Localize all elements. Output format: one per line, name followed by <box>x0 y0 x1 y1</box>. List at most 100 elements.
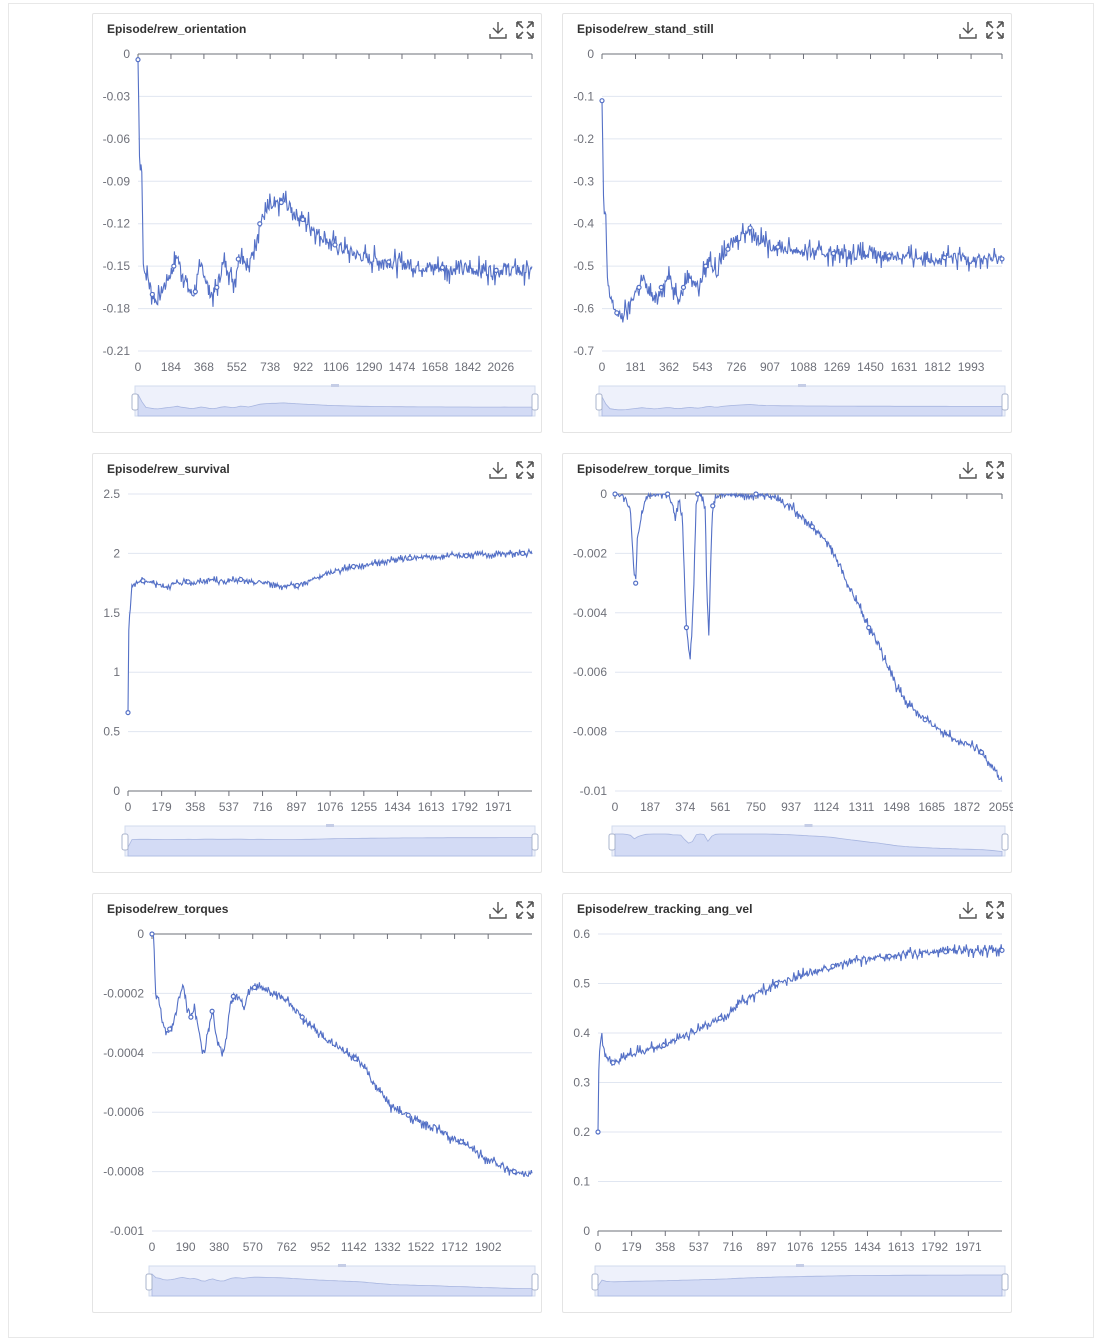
y-tick-label: -0.03 <box>103 89 131 103</box>
y-tick-label: -0.2 <box>573 132 594 146</box>
data-point <box>680 284 687 290</box>
data-point <box>251 984 258 991</box>
zoom-handle-left[interactable] <box>145 1273 153 1291</box>
x-tick-label: 0 <box>599 360 606 374</box>
y-tick-label: -0.0004 <box>103 1046 144 1060</box>
x-tick-label: 1522 <box>408 1240 435 1254</box>
y-tick-label: -0.09 <box>103 174 131 188</box>
data-point <box>125 709 131 716</box>
data-point <box>405 1112 411 1118</box>
x-tick-label: 0 <box>595 1240 602 1254</box>
data-point <box>188 1014 194 1020</box>
chart-card-torque-limits: Episode/rew_torque_limits 0 -0.002 -0.004 -… <box>562 453 1013 873</box>
x-tick-label: 368 <box>194 360 214 374</box>
x-tick-label: 1792 <box>451 800 478 814</box>
x-tick-label: 952 <box>310 1240 330 1254</box>
x-tick-label: 2059 <box>989 800 1013 814</box>
data-point <box>683 625 690 631</box>
zoom-handle-right[interactable] <box>531 1273 539 1291</box>
data-point <box>140 578 146 584</box>
data-point <box>332 242 338 248</box>
x-tick-label: 1498 <box>883 800 910 814</box>
zoom-handle-right[interactable] <box>531 833 539 851</box>
zoom-handle-left[interactable] <box>131 393 139 411</box>
fullscreen-icon[interactable] <box>984 19 1006 41</box>
fullscreen-icon[interactable] <box>984 459 1006 481</box>
x-tick-label: 1290 <box>356 360 383 374</box>
data-point <box>167 1026 173 1032</box>
data-point <box>886 953 892 959</box>
x-tick-label: 1088 <box>790 360 817 374</box>
data-point <box>830 250 837 257</box>
download-icon[interactable] <box>957 459 979 481</box>
x-tick-label: 937 <box>781 800 801 814</box>
download-icon[interactable] <box>487 19 509 41</box>
data-point <box>439 264 446 271</box>
zoom-handle-right[interactable] <box>1001 1273 1009 1291</box>
chart-card-orientation: Episode/rew_orientation 0 -0.03 -0.06 -0.09… <box>92 13 542 433</box>
x-tick-label: 187 <box>640 800 660 814</box>
x-tick-label: 179 <box>622 1240 642 1254</box>
zoom-preview <box>151 1273 533 1297</box>
chart-title: Episode/rew_tracking_ang_vel <box>577 902 753 916</box>
x-tick-label: 0 <box>125 800 132 814</box>
fullscreen-icon[interactable] <box>984 899 1006 921</box>
zoom-handle-left[interactable] <box>608 833 616 851</box>
x-tick-label: 1255 <box>820 1240 847 1254</box>
x-tick-label: 1712 <box>441 1240 468 1254</box>
y-tick-label: -0.004 <box>573 606 607 620</box>
x-tick-label: 738 <box>260 360 280 374</box>
fullscreen-icon[interactable] <box>514 19 536 41</box>
data-point <box>610 1060 616 1066</box>
zoom-handle-left[interactable] <box>591 1273 599 1291</box>
x-tick-label: 1658 <box>422 360 449 374</box>
zoom-handle-right[interactable] <box>531 393 539 411</box>
fullscreen-icon[interactable] <box>514 459 536 481</box>
x-tick-label: 0 <box>612 800 619 814</box>
zoom-handle-left[interactable] <box>595 393 603 411</box>
data-point <box>710 503 716 509</box>
data-point <box>458 1139 464 1145</box>
data-point <box>407 555 413 561</box>
line-chart: 2.5 2 1.5 1 0.5 00 179 358 537 716 897 1076 1255 1434… <box>103 487 539 857</box>
data-point <box>866 625 872 631</box>
data-point <box>192 289 198 295</box>
x-tick-label: 716 <box>253 800 273 814</box>
data-point <box>665 491 671 497</box>
fullscreen-icon[interactable] <box>514 899 536 921</box>
y-tick-label: -0.5 <box>573 259 594 273</box>
data-point <box>633 580 639 586</box>
chart-card-tracking-ang-vel: Episode/rew_tracking_ang_vel 0.6 0.5 0.4 0.… <box>562 893 1012 1313</box>
download-icon[interactable] <box>957 899 979 921</box>
download-icon[interactable] <box>487 899 509 921</box>
series-line <box>597 944 1003 1133</box>
data-point <box>230 993 236 999</box>
x-tick-label: 726 <box>726 360 746 374</box>
line-chart: 0 -0.0002 -0.0004 -0.0006 -0.0008 -0.001 0 190 3… <box>103 927 539 1297</box>
x-tick-label: 2026 <box>487 360 514 374</box>
line-chart: 0.6 0.5 0.4 0.3 0.2 0.1 00 179 358 537 716 897 1076 1… <box>573 927 1009 1297</box>
data-point <box>636 284 642 290</box>
y-tick-label: 0 <box>137 927 144 941</box>
x-tick-label: 1076 <box>317 800 344 814</box>
x-tick-label: 1792 <box>921 1240 948 1254</box>
data-point <box>809 524 815 530</box>
x-tick-label: 0 <box>149 1240 156 1254</box>
zoom-handle-right[interactable] <box>1001 833 1009 851</box>
download-icon[interactable] <box>957 19 979 41</box>
data-point <box>238 576 244 583</box>
data-point <box>209 1008 215 1014</box>
data-point <box>463 553 469 559</box>
x-tick-label: 358 <box>185 800 205 814</box>
download-icon[interactable] <box>487 459 509 481</box>
y-tick-label: 2 <box>113 546 120 560</box>
series-line <box>127 547 533 713</box>
zoom-handle-left[interactable] <box>121 833 129 851</box>
x-tick-label: 1842 <box>455 360 482 374</box>
y-tick-label: -0.006 <box>573 665 607 679</box>
y-tick-label: -0.001 <box>110 1224 144 1238</box>
x-tick-label: 0 <box>135 360 142 374</box>
data-point <box>661 1042 667 1048</box>
zoom-handle-right[interactable] <box>1001 393 1009 411</box>
data-point <box>941 255 948 261</box>
